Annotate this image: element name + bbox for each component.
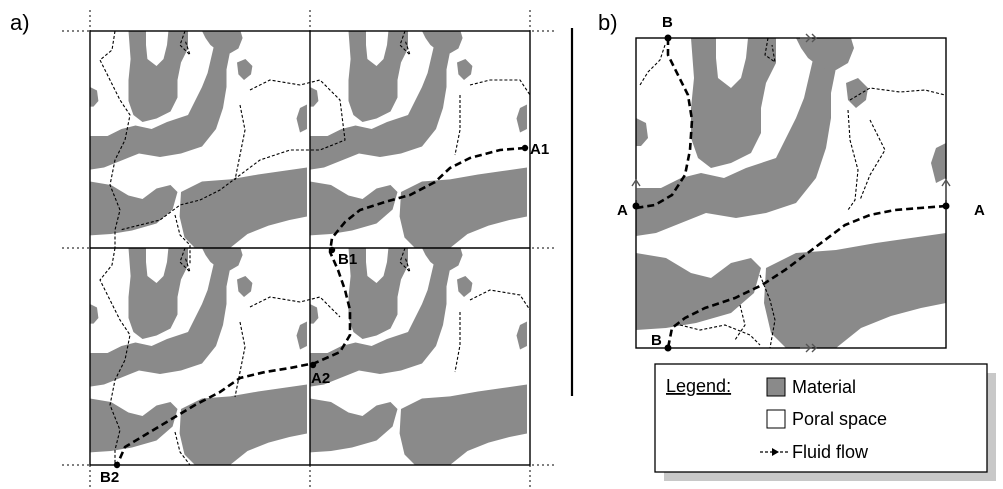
point-a2-label: A2 [311,370,330,387]
point-b1-label: B1 [338,251,357,268]
point-a-left-label: A [617,202,628,219]
legend-poral-swatch [766,409,786,429]
point-b2-label: B2 [100,469,119,486]
point-a-right-label: A [974,202,985,219]
panel-a-thick-flow [115,146,526,466]
panel-b-thick-flow [635,38,947,349]
point-b-bottom-label: B [651,332,662,349]
legend-poral-label: Poral space [792,409,887,429]
legend-flow-label: Fluid flow [792,442,869,462]
point-a1-label: A1 [530,141,549,158]
panel-a-label: a) [10,10,30,35]
legend-material-swatch [766,377,786,397]
legend-flow-arrow-icon [772,448,779,456]
legend-title: Legend: [666,376,731,396]
panel-a-grid [62,10,555,489]
panel-b-thin-flows [639,37,946,349]
legend: Legend: Material Poral space Fluid flow [654,363,996,481]
panel-b-endpoints [632,34,950,352]
periodic-arrows [631,33,951,353]
panel-a-endpoints [113,144,529,469]
panel-a-thin-flows [99,30,531,466]
legend-box [654,363,988,473]
legend-material-label: Material [792,377,856,397]
panel-b-label: b) [598,10,618,35]
point-b-top-label: B [662,14,673,31]
